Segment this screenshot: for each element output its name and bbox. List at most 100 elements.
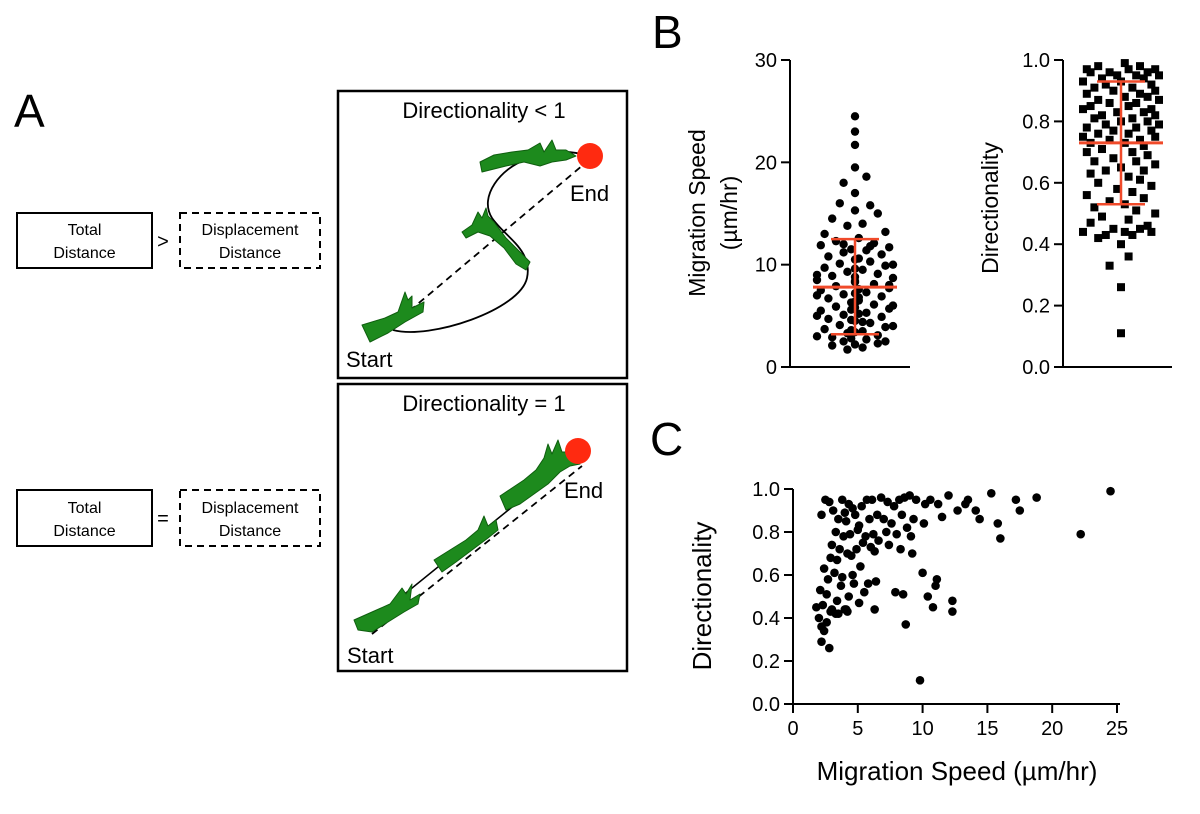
data-point [866,242,875,251]
data-point [847,315,856,325]
x-tick-label: 20 [1041,718,1063,740]
data-point [1090,114,1099,123]
data-point [874,536,883,545]
schematic-title: Directionality < 1 [402,98,565,123]
data-point [1151,111,1160,120]
migrating-cell [353,583,421,633]
data-point [1136,135,1144,144]
data-point [932,575,942,584]
data-point [1113,71,1122,80]
data-point [822,618,831,627]
x-tick-label: 5 [852,718,863,740]
data-point [888,301,898,310]
data-point [1136,175,1144,184]
data-points [812,486,1115,685]
x-tick-label: 10 [911,718,933,740]
migrating-cell [433,515,499,573]
y-tick-label: 0.8 [752,522,780,544]
data-point [1106,486,1115,496]
x-tick-label: 0 [787,718,798,740]
data-point [869,300,879,309]
data-point [823,575,833,584]
data-point [847,245,856,254]
data-point [843,345,852,354]
data-point [944,491,953,500]
data-point [873,339,882,348]
data-point [812,332,822,341]
data-point [891,587,900,597]
data-point [835,259,844,268]
x-ticks: 0 5 10 15 20 25 [787,704,1128,740]
y-tick-label: 0 [766,357,777,379]
data-point [877,292,886,301]
y-tick-label: 0.2 [1022,296,1050,318]
data-point [1094,129,1103,138]
y-axis-label: Directionality [687,522,717,671]
data-point [919,519,929,528]
data-point [996,534,1005,543]
data-point [1139,141,1148,150]
data-point [1090,157,1099,166]
total-distance-box-top [16,212,153,269]
data-point [907,549,917,558]
y-tick-label: 20 [755,152,777,174]
data-point [841,605,851,614]
data-point [835,320,844,330]
data-point [881,337,890,346]
data-point [887,519,896,528]
migrating-cell [461,207,531,271]
displacement-line [381,164,584,335]
data-point [854,254,863,263]
data-point [857,501,866,511]
data-point [1101,80,1110,89]
data-point [1124,252,1133,261]
data-point [820,263,829,272]
data-point [828,214,837,223]
data-point [1155,95,1163,104]
data-point [871,577,881,586]
data-point [923,592,933,601]
data-point [841,516,851,526]
operator-greater: > [157,231,169,253]
y-tick-label: 0.0 [1022,357,1050,379]
data-point [1113,184,1122,193]
displacement-distance-box-top [179,212,321,269]
y-tick-label: 0.4 [1022,234,1050,256]
data-point [816,241,825,250]
data-point [866,201,875,210]
data-point [892,529,901,539]
data-point [850,510,860,520]
x-tick-label: 15 [976,718,998,740]
y-tick-label: 1.0 [1022,50,1050,72]
y-tick-label: 0.0 [752,694,780,716]
data-point [1086,218,1095,227]
data-point [898,590,908,599]
data-point [1105,135,1114,144]
data-point [856,562,865,571]
data-point [854,598,864,608]
y-ticks: 0.0 0.2 0.4 0.6 0.8 1.0 [752,479,793,716]
data-point [884,540,894,550]
data-point [1109,224,1118,233]
migrating-cell [361,291,425,343]
data-point [873,269,882,279]
data-point [1098,74,1106,83]
y-tick-label: 0.6 [752,565,780,587]
schematic-title: Directionality = 1 [402,391,565,416]
data-point [847,551,856,560]
data-point [853,525,863,535]
data-point [832,555,842,565]
data-point [1094,95,1103,104]
data-point [828,271,837,281]
data-point [953,506,962,515]
data-point [1124,215,1133,224]
data-point [850,206,860,215]
data-point [1032,493,1041,502]
data-point [812,311,822,321]
x-tick-label: 25 [1106,718,1128,740]
data-point [1101,120,1110,129]
data-point [1105,68,1114,77]
data-point [1132,98,1141,107]
y-tick-label: 0.8 [1022,111,1050,133]
data-point [1132,206,1141,215]
